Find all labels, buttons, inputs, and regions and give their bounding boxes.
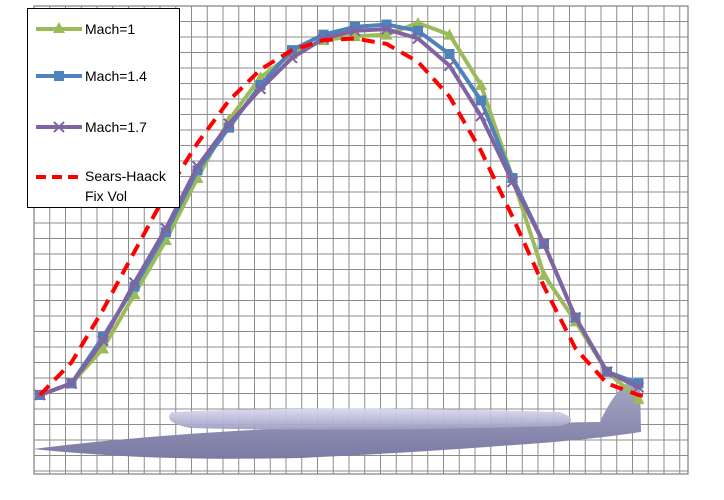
data-point-mach-1-7 xyxy=(601,366,613,378)
data-point-mach-1-4 xyxy=(255,80,266,90)
data-point-mach-1-7 xyxy=(254,83,267,95)
data-point-mach-1 xyxy=(538,268,550,280)
data-point-mach-1-7 xyxy=(223,118,235,130)
data-point-mach-1 xyxy=(443,28,456,40)
legend-label-mach-1-4: Mach=1.4 xyxy=(85,68,147,84)
chart-legend: Mach=1 Mach=1.4 Mach=1.7 Sears-Haack Fix… xyxy=(27,8,180,208)
plot-border xyxy=(33,5,689,475)
legend-label-sears-haack-line1: Sears-Haack xyxy=(85,168,166,184)
aircraft-silhouette xyxy=(33,378,641,459)
series-line-sears-haack-fix-vol xyxy=(38,36,649,399)
data-point-mach-1-7 xyxy=(412,32,424,45)
data-point-mach-1-4 xyxy=(444,49,455,59)
data-point-mach-1 xyxy=(412,17,424,28)
data-point-mach-1-7 xyxy=(97,335,109,347)
data-point-mach-1-7 xyxy=(569,311,582,324)
legend-swatch-sears-haack xyxy=(36,175,82,179)
data-point-mach-1-4 xyxy=(224,122,234,133)
legend-swatch-mach-1-4 xyxy=(36,71,82,81)
legend-swatch-mach-1-7 xyxy=(36,121,82,133)
data-point-mach-1-7 xyxy=(380,23,393,35)
data-point-mach-1-7 xyxy=(128,276,141,289)
data-point-mach-1-4 xyxy=(413,25,423,36)
data-point-mach-1-4 xyxy=(633,378,644,389)
data-point-mach-1-7 xyxy=(349,25,361,37)
data-point-mach-1 xyxy=(97,342,109,354)
data-point-mach-1-7 xyxy=(538,238,550,250)
data-point-mach-1-4 xyxy=(318,29,329,40)
data-point-mach-1-4 xyxy=(381,19,392,30)
data-point-mach-1 xyxy=(475,79,487,90)
data-point-mach-1-7 xyxy=(191,160,204,173)
series-line-mach-1 xyxy=(38,21,641,401)
data-point-mach-1-7 xyxy=(632,381,645,393)
chart-plot-area xyxy=(34,17,649,404)
data-point-mach-1-7 xyxy=(443,59,456,72)
data-point-mach-1 xyxy=(160,234,172,245)
data-point-mach-1 xyxy=(632,392,645,404)
data-point-mach-1-4 xyxy=(476,95,486,106)
series-line-mach-1-7 xyxy=(38,27,641,397)
data-point-mach-1-4 xyxy=(350,21,360,32)
data-point-mach-1-7 xyxy=(65,377,78,390)
legend-label-sears-haack-line2: Fix Vol xyxy=(85,188,128,204)
legend-label-mach-1: Mach=1 xyxy=(85,21,136,37)
chart-grid xyxy=(33,5,689,475)
data-point-mach-1 xyxy=(380,28,393,40)
data-point-mach-1 xyxy=(128,288,141,300)
legend-swatch-mach-1 xyxy=(36,22,82,33)
legend-label-mach-1-7: Mach=1.7 xyxy=(85,119,147,135)
data-point-mach-1-7 xyxy=(506,176,519,188)
data-point-mach-1-7 xyxy=(475,110,487,122)
data-point-mach-1-7 xyxy=(160,222,172,235)
data-point-mach-1-7 xyxy=(286,52,298,64)
